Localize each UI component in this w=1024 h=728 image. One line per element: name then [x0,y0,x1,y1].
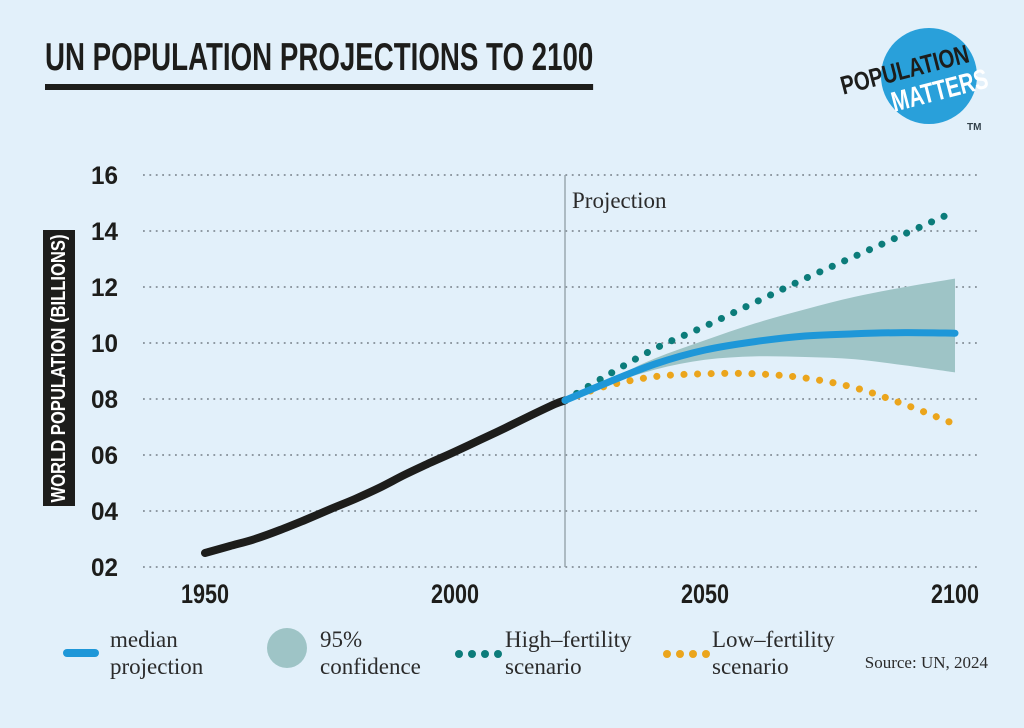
y-axis-label-box: WORLD POPULATION (BILLIONS) [43,230,75,506]
low-fertility-scenario-line [561,369,959,428]
historical-line [201,396,569,557]
legend-swatch-low-fertility-dots [663,650,710,658]
legend-swatch-confidence-circle [267,628,307,668]
legend-label-low-fertility: Low–fertility scenario [712,627,835,679]
y-tick-label: 08 [91,386,118,414]
legend-label-confidence: 95% confidence [320,627,421,679]
population-matters-logo: POPULATION MATTERS TM [830,25,1010,140]
page-title-text: UN POPULATION PROJECTIONS TO 2100 [45,38,594,90]
x-tick-label: 2050 [681,579,729,609]
y-tick-label: 02 [91,554,118,582]
legend-swatch-median-line [63,649,99,657]
y-tick-label: 14 [91,218,118,246]
trademark-symbol: TM [967,122,982,133]
legend-label-high-fertility: High–fertility scenario [505,627,632,679]
y-tick-label: 06 [91,442,118,470]
legend-label-median: median projection [110,627,204,679]
y-tick-label: 10 [91,330,118,358]
x-tick-label: 2100 [931,579,979,609]
legend-swatch-high-fertility-dots [455,650,502,658]
y-tick-label: 16 [91,162,118,190]
x-tick-label: 1950 [181,579,229,609]
source-note: Source: UN, 2024 [864,653,988,672]
y-tick-label: 12 [91,274,118,302]
y-tick-label: 04 [91,498,118,526]
projection-label: Projection [572,188,667,213]
logo-circle [881,28,977,124]
x-tick-label: 2000 [431,579,479,609]
page-title: UN POPULATION PROJECTIONS TO 2100 [45,38,817,90]
median-projection-line [561,329,959,404]
